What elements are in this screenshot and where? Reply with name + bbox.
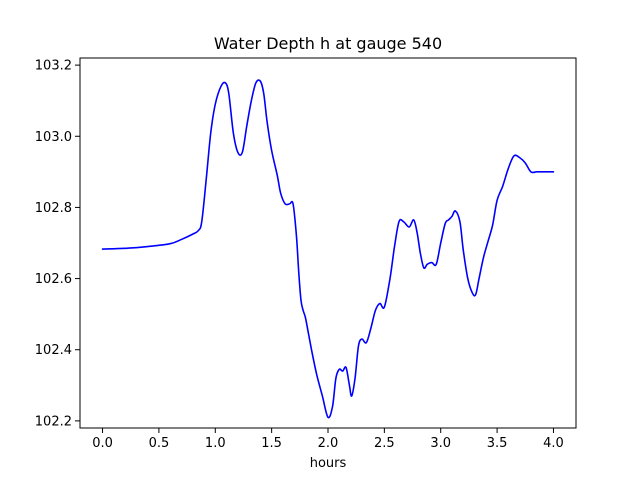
x-tick-label: 3.0 bbox=[430, 436, 451, 451]
x-axis-label: hours bbox=[310, 456, 347, 471]
x-tick-label: 4.0 bbox=[543, 436, 564, 451]
y-tick-label: 102.2 bbox=[35, 414, 72, 429]
series-line bbox=[101, 79, 555, 419]
x-tick-label: 2.5 bbox=[374, 436, 395, 451]
x-tick-label: 1.0 bbox=[205, 436, 226, 451]
x-tick-label: 3.5 bbox=[487, 436, 508, 451]
x-tick-label: 2.0 bbox=[318, 436, 339, 451]
y-tick-label: 103.0 bbox=[35, 130, 72, 145]
chart-title: Water Depth h at gauge 540 bbox=[214, 34, 442, 53]
y-tick-label: 103.2 bbox=[35, 59, 72, 74]
x-tick-label: 0.0 bbox=[92, 436, 113, 451]
x-tick-label: 0.5 bbox=[149, 436, 170, 451]
y-tick-label: 102.4 bbox=[35, 343, 72, 358]
y-tick-label: 102.8 bbox=[35, 201, 72, 216]
y-tick-label: 102.6 bbox=[35, 272, 72, 287]
x-tick-label: 1.5 bbox=[261, 436, 282, 451]
plot-area-frame bbox=[79, 57, 577, 429]
